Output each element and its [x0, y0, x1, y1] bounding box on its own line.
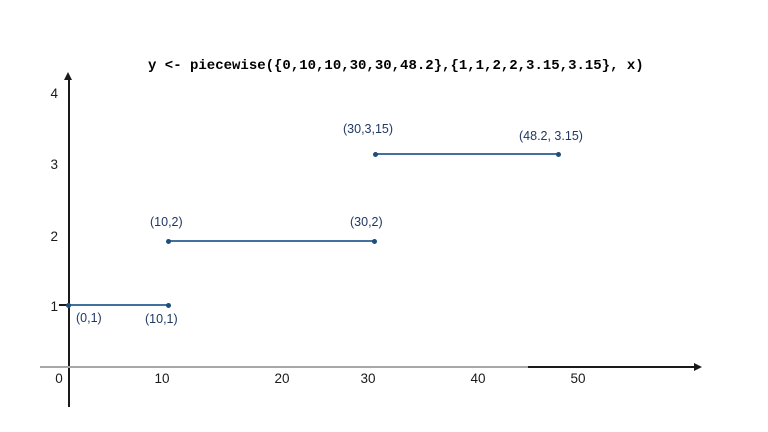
y-axis-arrowhead: [64, 72, 73, 80]
data-point: [555, 151, 561, 157]
x-axis-line: [40, 366, 530, 369]
x-tick-label: 30: [360, 371, 376, 386]
point-label: (30,2): [350, 215, 383, 229]
x-axis-line-right: [528, 366, 696, 368]
x-axis-arrowhead: [694, 363, 702, 372]
segment-line: [68, 304, 168, 306]
y-axis-line: [68, 79, 70, 407]
y-tick-label: 4: [50, 86, 58, 101]
x-tick-label: 50: [570, 371, 586, 386]
data-point: [165, 302, 171, 308]
point-label: (10,1): [145, 312, 178, 326]
segment-line: [168, 240, 374, 242]
y-tick-label: 2: [50, 229, 58, 244]
data-point: [371, 238, 377, 244]
x-tick-label: 40: [470, 371, 486, 386]
point-label: (10,2): [150, 215, 183, 229]
data-point: [65, 302, 71, 308]
x-tick-label: 0: [55, 371, 63, 386]
data-point: [372, 151, 378, 157]
data-point: [165, 238, 171, 244]
plot-title: y <- piecewise({0,10,10,30,30,48.2},{1,1…: [148, 58, 644, 74]
x-tick-label: 20: [274, 371, 290, 386]
segment-line: [375, 153, 558, 155]
y-tick-label: 3: [50, 157, 58, 172]
x-tick-label: 10: [154, 371, 170, 386]
y-axis-tick-mark: [59, 304, 69, 306]
y-tick-label: 1: [50, 299, 58, 314]
point-label: (30,3,15): [343, 122, 394, 136]
point-label: (0,1): [76, 311, 102, 325]
point-label: (48.2, 3.15): [519, 129, 583, 143]
